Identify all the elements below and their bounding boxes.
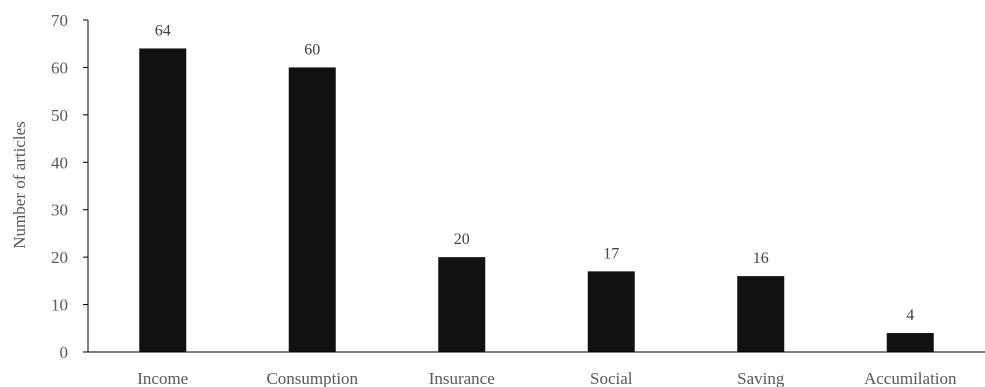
- category-label-social: Social: [590, 369, 633, 387]
- y-tick-label: 0: [60, 343, 69, 362]
- category-label-income: Income: [137, 369, 188, 387]
- y-tick-label: 40: [51, 153, 68, 172]
- y-tick-label: 20: [51, 248, 68, 267]
- bar-income: [139, 48, 186, 352]
- data-label-insurance: 20: [454, 231, 470, 248]
- y-axis-title: Number of articles: [10, 121, 29, 248]
- category-labels: Income Consumption Insurance Social Saving Ac…: [137, 369, 957, 387]
- bar-consumption: [289, 67, 336, 352]
- data-label-social: 17: [603, 245, 619, 262]
- category-label-consumption: Consumption: [266, 369, 358, 387]
- data-labels: 64 60 20 17 16 4: [155, 22, 915, 324]
- bar-insurance: [438, 257, 485, 352]
- bar-saving: [737, 276, 784, 352]
- y-tick-label: 50: [51, 106, 68, 125]
- category-label-accumilation: Accumilation: [864, 369, 957, 387]
- y-tick-label: 30: [51, 201, 68, 220]
- y-tick-label: 10: [51, 296, 68, 315]
- y-tick-label: 70: [51, 11, 68, 30]
- data-label-saving: 16: [753, 250, 769, 267]
- category-label-saving: Saving: [737, 369, 785, 387]
- bar-social: [588, 271, 635, 352]
- data-label-consumption: 60: [304, 41, 320, 58]
- bars: [139, 48, 934, 352]
- y-tick-label: 60: [51, 58, 68, 77]
- data-label-accumilation: 4: [906, 307, 914, 324]
- bar-accumilation: [887, 333, 934, 352]
- category-label-insurance: Insurance: [429, 369, 495, 387]
- y-axis-ticks: 0 10 20 30 40 50 60 70: [51, 11, 88, 362]
- data-label-income: 64: [155, 22, 171, 39]
